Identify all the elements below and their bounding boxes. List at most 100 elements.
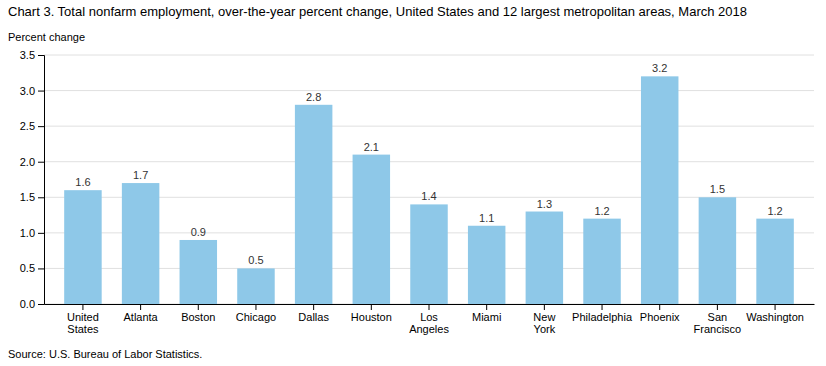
data-label: 0.5	[248, 254, 263, 266]
y-axis: 0.0 0.5 1.0 1.5 2.0 2.5 3.0 3.5	[20, 49, 45, 310]
data-label: 1.1	[479, 212, 494, 224]
x-tick-mark	[371, 304, 372, 310]
y-tick: 0.5	[20, 262, 44, 274]
y-tick-label: 3.5	[20, 49, 35, 61]
bar	[641, 76, 678, 304]
x-tick-mark	[198, 304, 199, 310]
x-tick-mark	[544, 304, 545, 310]
chart: Chart 3. Total nonfarm employment, over-…	[0, 0, 826, 366]
y-tick-mark	[38, 55, 44, 56]
x-tick-label: Miami	[472, 311, 501, 323]
y-tick-mark	[38, 162, 44, 163]
x-tick-label: UnitedStates	[67, 311, 99, 336]
x-tick-mark	[82, 304, 83, 310]
bar	[526, 212, 563, 304]
x-tick-mark	[775, 304, 776, 310]
data-label: 3.2	[652, 62, 667, 74]
x-tick: NewYork	[533, 304, 555, 335]
x-tick: Chicago	[236, 304, 276, 323]
data-label: 1.7	[133, 169, 148, 181]
bar	[180, 240, 217, 304]
bars	[64, 76, 794, 304]
bar	[122, 183, 159, 304]
x-tick-mark	[255, 304, 256, 310]
x-tick-label: Atlanta	[123, 311, 158, 323]
y-tick-label: 0.5	[20, 262, 35, 274]
y-tick-mark	[38, 197, 44, 198]
x-tick: SanFrancisco	[694, 304, 742, 335]
bar	[468, 226, 505, 304]
data-labels: 1.61.70.90.52.82.11.41.11.31.23.21.51.2	[75, 62, 782, 266]
bar	[699, 197, 736, 304]
x-tick-label: LosAngeles	[409, 311, 449, 336]
bar	[583, 219, 620, 304]
x-tick-label: NewYork	[533, 311, 555, 336]
x-tick: Miami	[472, 304, 501, 323]
x-tick-mark	[717, 304, 718, 310]
x-tick-mark	[486, 304, 487, 310]
grid-line	[44, 161, 814, 162]
x-tick: LosAngeles	[409, 304, 449, 335]
x-tick: Dallas	[298, 304, 329, 323]
bar	[64, 190, 101, 304]
y-tick-label: 2.0	[20, 156, 35, 168]
bar	[353, 155, 390, 304]
x-tick-label: SanFrancisco	[694, 311, 742, 336]
x-tick-label: Dallas	[298, 311, 329, 323]
data-label: 1.5	[710, 183, 725, 195]
x-tick-label: Philadelphia	[572, 311, 633, 323]
y-tick: 2.0	[20, 156, 44, 168]
x-tick: Houston	[351, 304, 392, 323]
grid-line	[44, 126, 814, 127]
x-tick: Washington	[746, 304, 804, 323]
bar	[295, 105, 332, 304]
y-axis-line	[38, 56, 45, 305]
data-label: 2.8	[306, 91, 321, 103]
y-tick-mark	[38, 91, 44, 92]
y-tick-label: 0.0	[20, 298, 35, 310]
y-tick-label: 1.0	[20, 227, 35, 239]
y-tick-label: 3.0	[20, 85, 35, 97]
y-tick: 1.5	[20, 191, 44, 203]
x-tick: Philadelphia	[572, 304, 633, 323]
x-tick-label: Houston	[351, 311, 392, 323]
y-tick-label: 1.5	[20, 191, 35, 203]
x-tick: Atlanta	[123, 304, 158, 323]
x-axis: UnitedStates Atlanta Boston Chicago Dallas Ho…	[45, 304, 815, 335]
y-tick: 1.0	[20, 227, 44, 239]
x-tick-mark	[313, 304, 314, 310]
y-tick: 3.5	[20, 49, 44, 61]
data-label: 0.9	[191, 226, 206, 238]
title: Chart 3. Total nonfarm employment, over-…	[8, 4, 747, 19]
y-axis-label: Percent change	[8, 31, 85, 43]
x-tick-mark	[602, 304, 603, 310]
y-tick: 3.0	[20, 85, 44, 97]
bar	[756, 219, 793, 304]
y-tick-mark	[38, 126, 44, 127]
data-label: 1.2	[594, 205, 609, 217]
data-label: 1.6	[75, 176, 90, 188]
x-tick-mark	[140, 304, 141, 310]
plot: 1.61.70.90.52.82.11.41.11.31.23.21.51.20…	[20, 49, 815, 335]
x-tick-label: Boston	[181, 311, 215, 323]
x-tick-label: Phoenix	[640, 311, 680, 323]
y-tick-mark	[38, 304, 44, 305]
x-tick: UnitedStates	[67, 304, 99, 335]
y-tick: 2.5	[20, 120, 44, 132]
x-tick-label: Washington	[746, 311, 804, 323]
y-tick-mark	[38, 268, 44, 269]
grid-line	[44, 55, 814, 56]
x-tick-mark	[659, 304, 660, 310]
x-tick: Phoenix	[640, 304, 680, 323]
grid	[44, 55, 814, 304]
data-label: 1.3	[537, 198, 552, 210]
data-label: 1.2	[767, 205, 782, 217]
grid-line	[44, 90, 814, 91]
y-tick-mark	[38, 233, 44, 234]
source: Source: U.S. Bureau of Labor Statistics.	[8, 348, 202, 360]
x-tick-mark	[429, 304, 430, 310]
bar	[237, 268, 274, 304]
x-tick-label: Chicago	[236, 311, 276, 323]
data-label: 1.4	[421, 190, 436, 202]
y-tick-label: 2.5	[20, 120, 35, 132]
